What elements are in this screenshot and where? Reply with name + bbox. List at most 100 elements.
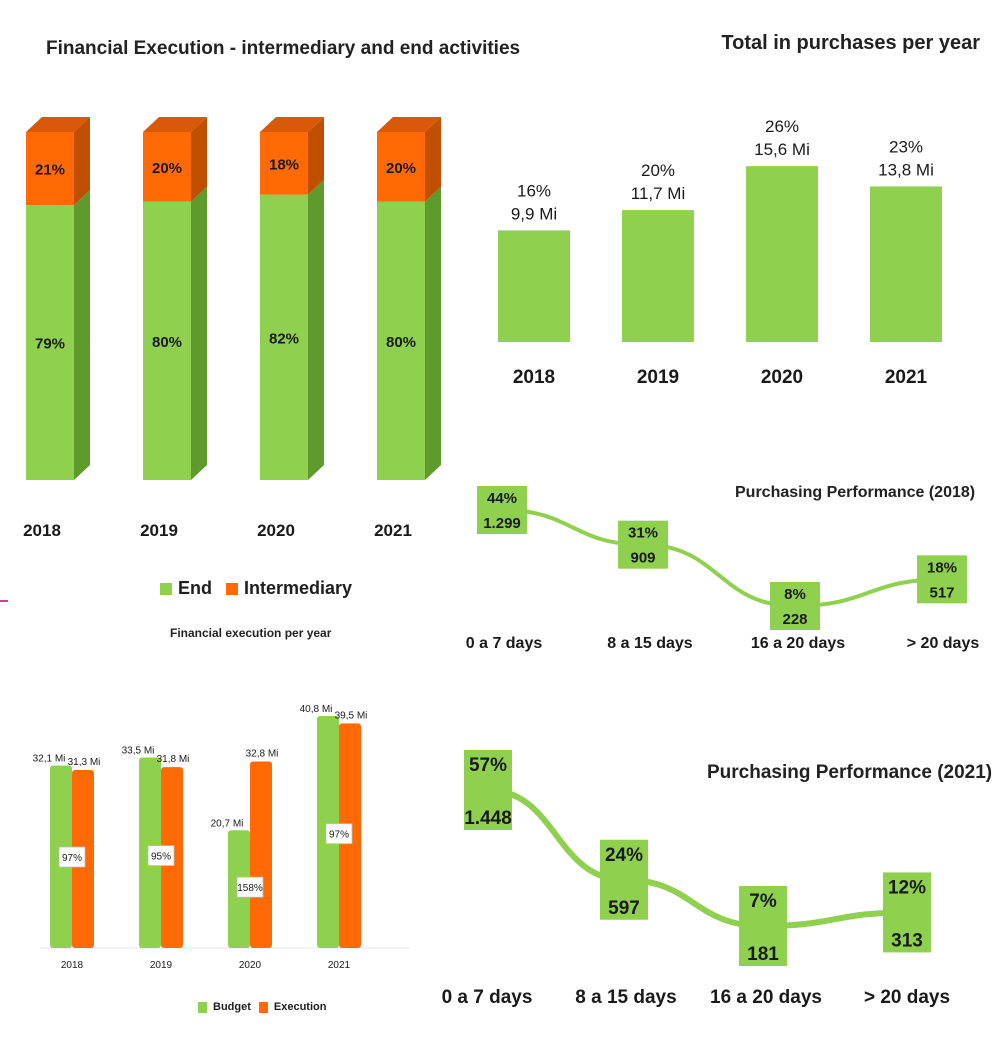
bar-top — [377, 117, 441, 132]
bar-top — [26, 117, 90, 132]
data-label-budget: 20,7 Mi — [211, 818, 244, 829]
x-tick-label: 2021 — [885, 367, 928, 388]
perf-2018-chart: Purchasing Performance (2018) 44% 1.299 0 … — [440, 460, 1000, 660]
data-label-percent: 24% — [605, 845, 643, 866]
bar-side-intermediary — [308, 117, 324, 195]
perf-2021-chart: Purchasing Performance (2021) 57% 1.448 0 … — [440, 740, 1000, 1040]
x-tick-label: 0 a 7 days — [466, 635, 543, 652]
bar-side-end — [191, 186, 207, 480]
ratio-label-box — [236, 876, 264, 898]
data-point-box — [739, 886, 787, 966]
data-label-execution: 32,8 Mi — [246, 748, 279, 759]
x-tick-label: 8 a 15 days — [607, 635, 693, 652]
bar-side-intermediary — [191, 117, 207, 202]
legend-label-budget: Budget — [213, 1001, 251, 1013]
bar-intermediary — [260, 132, 308, 195]
series-line — [485, 787, 910, 930]
data-label-percent: 12% — [888, 877, 926, 898]
legend-swatch-intermediary — [226, 582, 238, 595]
bar-end — [260, 194, 308, 480]
x-tick-label: > 20 days — [864, 987, 950, 1008]
data-point-box — [464, 750, 512, 830]
x-tick-label: > 20 days — [907, 635, 980, 652]
data-label-percent: 18% — [927, 559, 957, 576]
chart-title: Purchasing Performance (2018) — [735, 484, 976, 501]
legend-label-end: End — [178, 578, 212, 598]
data-label-value: 13,8 Mi — [878, 160, 934, 179]
bar-side-intermediary — [74, 117, 90, 206]
ratio-label: 158% — [237, 883, 263, 894]
ratio-label-box — [325, 823, 353, 845]
legend-label-intermediary: Intermediary — [244, 578, 353, 598]
data-label-percent: 8% — [784, 586, 806, 603]
x-tick-label: 2019 — [150, 960, 173, 971]
data-point-box — [917, 555, 967, 604]
x-tick-label: 2018 — [61, 960, 84, 971]
bar-intermediary — [26, 132, 74, 206]
data-label-execution: 39,5 Mi — [335, 710, 368, 721]
ratio-label: 97% — [329, 830, 349, 841]
bar — [622, 210, 694, 342]
data-label-intermediary: 18% — [269, 156, 299, 173]
data-label-percent: 20% — [641, 161, 675, 180]
data-label-count: 181 — [747, 944, 779, 965]
legend-label-execution: Execution — [273, 1001, 327, 1013]
chart-title: Financial execution per year — [170, 626, 332, 640]
series-line — [500, 508, 944, 609]
data-label-count: 1.299 — [483, 515, 521, 532]
chart-title: Financial Execution - intermediary and e… — [46, 38, 521, 59]
financial-execution-chart: Financial Execution - intermediary and e… — [0, 0, 520, 620]
x-tick-label: 16 a 20 days — [710, 987, 822, 1008]
data-label-count: 313 — [891, 930, 923, 951]
ratio-label-box — [58, 846, 86, 868]
legend-swatch-end — [160, 582, 172, 595]
bar-top — [143, 117, 207, 132]
data-label-percent: 31% — [628, 525, 658, 542]
x-tick-label: 2019 — [637, 367, 679, 388]
x-tick-label: 16 a 20 days — [751, 635, 845, 652]
x-tick-label: 2018 — [23, 521, 61, 540]
data-point-box — [618, 520, 668, 569]
data-point-box — [477, 486, 527, 534]
data-label-count: 1.448 — [464, 808, 512, 829]
x-tick-label: 0 a 7 days — [442, 987, 533, 1008]
x-tick-label: 2020 — [257, 521, 295, 540]
bar-side-intermediary — [425, 117, 441, 202]
data-label-count: 909 — [630, 550, 655, 567]
financial-execution-svg: 21% 79% 2018 20% 80% 2019 18% 82% 2020 20% 80% 2021 — [23, 117, 441, 540]
bar-execution — [250, 761, 272, 948]
bar-end — [26, 205, 74, 480]
chart-legend: Budget Execution — [198, 1001, 326, 1013]
data-label-intermediary: 20% — [386, 160, 416, 177]
x-tick-label: 2019 — [140, 521, 178, 540]
data-label-end: 80% — [152, 334, 182, 351]
bar — [498, 230, 570, 342]
x-tick-label: 2021 — [374, 521, 412, 540]
data-label-percent: 7% — [749, 891, 777, 912]
bar-end — [377, 201, 425, 480]
bar-intermediary — [377, 132, 425, 202]
x-tick-label: 8 a 15 days — [575, 987, 676, 1008]
data-point-box — [770, 582, 820, 630]
chart-title: Total in purchases per year — [721, 32, 980, 54]
data-label-budget: 40,8 Mi — [300, 704, 333, 715]
perf-2021-svg: 57% 1.448 0 a 7 days 24% 597 8 a 15 days 7% 181… — [442, 750, 950, 1008]
data-label-percent: 23% — [889, 137, 923, 156]
data-label-end: 82% — [269, 330, 299, 347]
data-label-value: 11,7 Mi — [631, 184, 686, 203]
total-purchases-chart: Total in purchases per year 9,9 Mi 16% 201… — [460, 0, 1000, 420]
data-label-value: 15,6 Mi — [754, 140, 810, 159]
data-label-end: 80% — [386, 334, 416, 351]
legend-swatch-budget — [198, 1001, 207, 1013]
ratio-label: 95% — [151, 852, 171, 863]
data-label-percent: 44% — [487, 490, 517, 507]
data-label-percent: 26% — [765, 117, 799, 136]
data-label-execution: 31,8 Mi — [157, 754, 190, 765]
chart-title: Purchasing Performance (2021) — [707, 762, 993, 783]
x-tick-label: 2020 — [761, 367, 803, 388]
bar — [746, 166, 818, 342]
bar-end — [143, 201, 191, 480]
data-point-box — [600, 839, 648, 920]
data-label-end: 79% — [35, 336, 65, 353]
